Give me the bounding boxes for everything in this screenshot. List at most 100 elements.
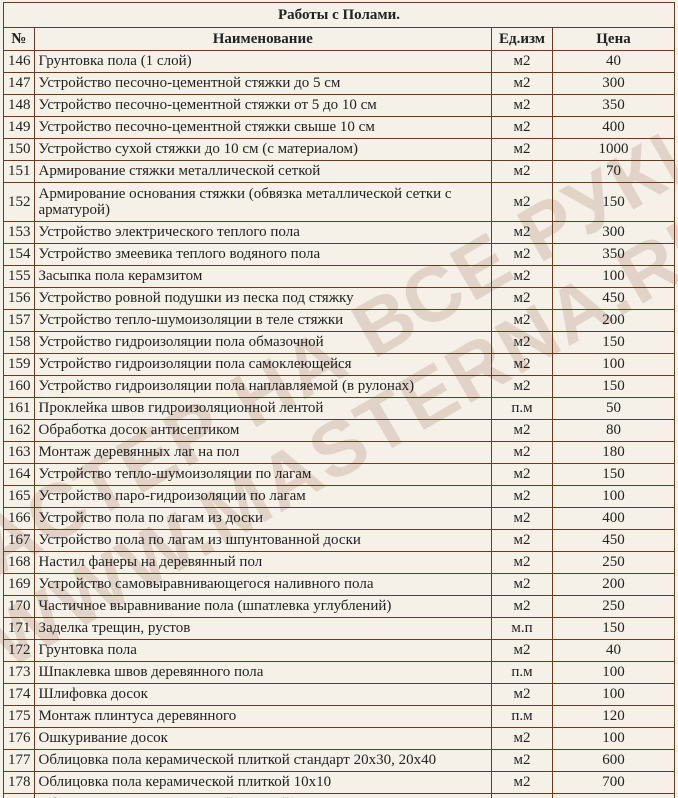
table-row: 158Устройство гидроизоляции пола обмазоч… — [4, 332, 675, 354]
cell-num: 175 — [4, 706, 35, 728]
cell-price: 350 — [553, 244, 675, 266]
cell-unit: м2 — [492, 354, 553, 376]
cell-num: 166 — [4, 508, 35, 530]
cell-name: Засыпка пола керамзитом — [34, 266, 492, 288]
cell-num: 155 — [4, 266, 35, 288]
table-row: 159Устройство гидроизоляции пола самокле… — [4, 354, 675, 376]
cell-name: Устройство сухой стяжки до 10 см (с мате… — [34, 139, 492, 161]
cell-unit: м2 — [492, 139, 553, 161]
cell-price: 80 — [553, 420, 675, 442]
table-row: 162Обработка досок антисептикомм280 — [4, 420, 675, 442]
cell-unit: м2 — [492, 728, 553, 750]
cell-num: 153 — [4, 222, 35, 244]
table-row: 179Облицовка пола керамической плиткой п… — [4, 794, 675, 798]
cell-num: 150 — [4, 139, 35, 161]
cell-num: 162 — [4, 420, 35, 442]
cell-num: 161 — [4, 398, 35, 420]
cell-num: 152 — [4, 183, 35, 222]
header-unit: Ед.изм — [492, 28, 553, 51]
cell-num: 177 — [4, 750, 35, 772]
cell-num: 169 — [4, 574, 35, 596]
table-row: 147Устройство песочно-цементной стяжки д… — [4, 73, 675, 95]
cell-num: 149 — [4, 117, 35, 139]
cell-unit: м2 — [492, 310, 553, 332]
cell-name: Устройство тепло-шумоизоляции в теле стя… — [34, 310, 492, 332]
cell-num: 171 — [4, 618, 35, 640]
cell-name: Устройство змеевика теплого водяного пол… — [34, 244, 492, 266]
cell-price: 450 — [553, 530, 675, 552]
cell-name: Устройство тепло-шумоизоляции по лагам — [34, 464, 492, 486]
cell-name: Шпаклевка швов деревянного пола — [34, 662, 492, 684]
cell-name: Ошкуривание досок — [34, 728, 492, 750]
cell-unit: м2 — [492, 684, 553, 706]
cell-num: 147 — [4, 73, 35, 95]
cell-price: 100 — [553, 354, 675, 376]
cell-name: Заделка трещин, рустов — [34, 618, 492, 640]
cell-name: Устройство электрического теплого пола — [34, 222, 492, 244]
cell-name: Устройство паро-гидроизоляции по лагам — [34, 486, 492, 508]
table-row: 163Монтаж деревянных лаг на полм2180 — [4, 442, 675, 464]
cell-price: 180 — [553, 442, 675, 464]
cell-unit: м2 — [492, 574, 553, 596]
table-row: 161Проклейка швов гидроизоляционной лент… — [4, 398, 675, 420]
table-row: 168Настил фанеры на деревянный полм2250 — [4, 552, 675, 574]
cell-name: Устройство самовыравнивающегося наливног… — [34, 574, 492, 596]
header-num: № — [4, 28, 35, 51]
table-row: 151Армирование стяжки металлической сетк… — [4, 161, 675, 183]
cell-name: Устройство ровной подушки из песка под с… — [34, 288, 492, 310]
cell-price: 100 — [553, 486, 675, 508]
table-row: 178Облицовка пола керамической плиткой 1… — [4, 772, 675, 794]
table-row: 177Облицовка пола керамической плиткой с… — [4, 750, 675, 772]
cell-price: 400 — [553, 117, 675, 139]
cell-num: 164 — [4, 464, 35, 486]
table-row: 148Устройство песочно-цементной стяжки о… — [4, 95, 675, 117]
cell-unit: м2 — [492, 376, 553, 398]
cell-price: 450 — [553, 288, 675, 310]
cell-name: Грунтовка пола (1 слой) — [34, 51, 492, 73]
cell-unit: п.м — [492, 706, 553, 728]
cell-name: Устройство гидроизоляции пола обмазочной — [34, 332, 492, 354]
cell-price: 200 — [553, 310, 675, 332]
cell-name: Устройство пола по лагам из доски — [34, 508, 492, 530]
cell-price: 600 — [553, 750, 675, 772]
cell-unit: м2 — [492, 552, 553, 574]
cell-name: Монтаж деревянных лаг на пол — [34, 442, 492, 464]
cell-num: 170 — [4, 596, 35, 618]
table-row: 156Устройство ровной подушки из песка по… — [4, 288, 675, 310]
table-row: 153Устройство электрического теплого пол… — [4, 222, 675, 244]
cell-price: 250 — [553, 596, 675, 618]
header-row: № Наименование Ед.изм Цена — [4, 28, 675, 51]
cell-name: Обработка досок антисептиком — [34, 420, 492, 442]
cell-num: 160 — [4, 376, 35, 398]
cell-unit: м2 — [492, 640, 553, 662]
cell-num: 168 — [4, 552, 35, 574]
cell-price: 150 — [553, 618, 675, 640]
cell-price: 120 — [553, 706, 675, 728]
cell-unit: м2 — [492, 794, 553, 798]
cell-unit: м2 — [492, 332, 553, 354]
cell-price: 250 — [553, 552, 675, 574]
table-row: 175Монтаж плинтуса деревянногоп.м120 — [4, 706, 675, 728]
table-row: 170Частичное выравнивание пола (шпатлевк… — [4, 596, 675, 618]
cell-name: Устройство гидроизоляции пола наплавляем… — [34, 376, 492, 398]
cell-price: 300 — [553, 222, 675, 244]
table-row: 152Армирование основания стяжки (обвязка… — [4, 183, 675, 222]
cell-unit: м.п — [492, 618, 553, 640]
cell-price: 100 — [553, 662, 675, 684]
table-row: 172Грунтовка полам240 — [4, 640, 675, 662]
cell-unit: м2 — [492, 244, 553, 266]
cell-unit: м2 — [492, 486, 553, 508]
table-row: 174Шлифовка досокм2100 — [4, 684, 675, 706]
cell-name: Шлифовка досок — [34, 684, 492, 706]
table-row: 165Устройство паро-гидроизоляции по лага… — [4, 486, 675, 508]
cell-num: 172 — [4, 640, 35, 662]
table-row: 160Устройство гидроизоляции пола наплавл… — [4, 376, 675, 398]
cell-num: 157 — [4, 310, 35, 332]
cell-price: 150 — [553, 332, 675, 354]
cell-name: Монтаж плинтуса деревянного — [34, 706, 492, 728]
table-row: 169Устройство самовыравнивающегося налив… — [4, 574, 675, 596]
cell-num: 156 — [4, 288, 35, 310]
cell-unit: м2 — [492, 464, 553, 486]
cell-name: Настил фанеры на деревянный пол — [34, 552, 492, 574]
cell-unit: м2 — [492, 73, 553, 95]
